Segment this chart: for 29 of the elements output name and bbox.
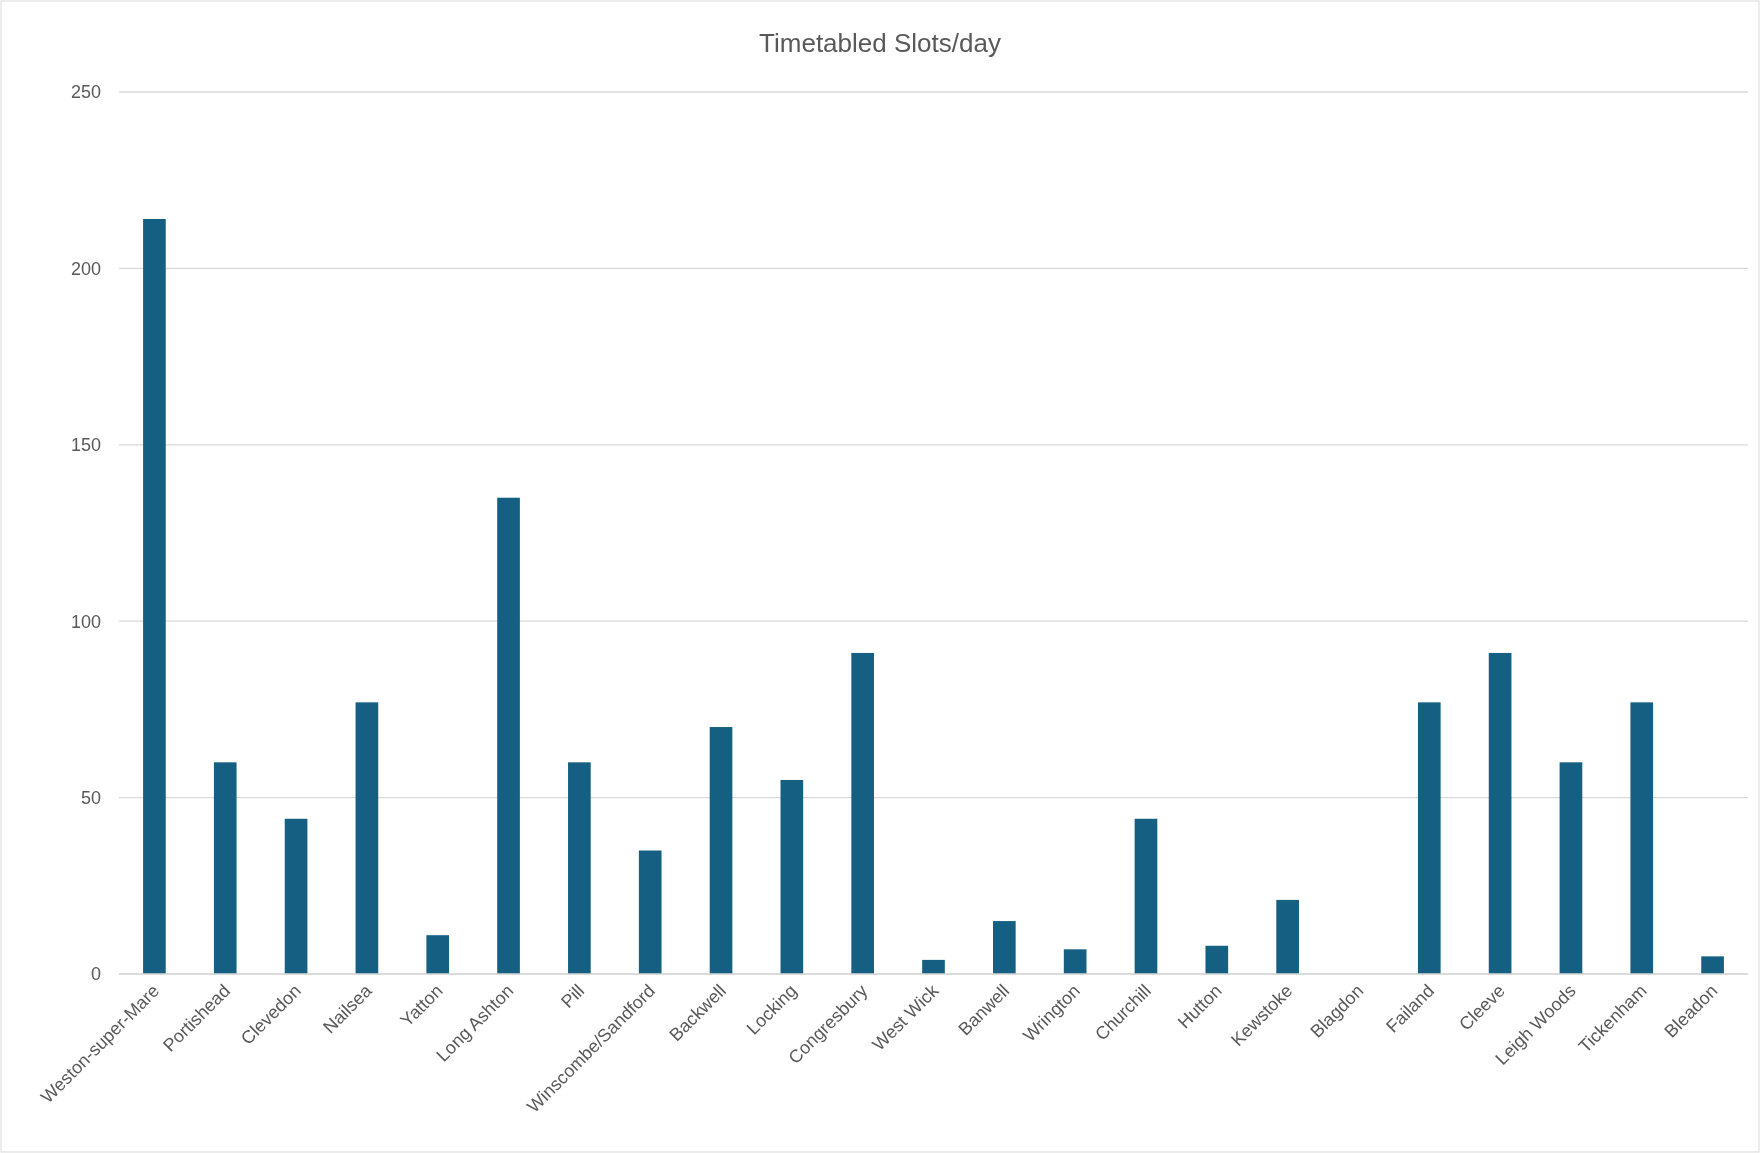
bar <box>709 727 733 974</box>
bar <box>1488 652 1512 974</box>
y-tick-label: 0 <box>90 964 101 985</box>
bar <box>638 850 662 974</box>
bar <box>143 219 166 974</box>
bar <box>568 762 591 974</box>
bar <box>1276 899 1299 974</box>
bar <box>426 935 450 974</box>
bar <box>780 779 804 974</box>
bar <box>1205 945 1229 974</box>
bar <box>1559 762 1583 974</box>
bar <box>355 702 379 974</box>
y-tick-label: 250 <box>70 82 101 103</box>
bar <box>213 762 237 974</box>
bar <box>851 652 875 974</box>
y-tick-label: 100 <box>70 611 101 632</box>
bar <box>284 818 308 974</box>
y-tick-label: 200 <box>70 258 101 279</box>
bar <box>1630 702 1654 974</box>
bar <box>1701 956 1724 974</box>
bar <box>1417 702 1441 974</box>
bar <box>497 497 520 974</box>
y-tick-label: 50 <box>80 787 101 808</box>
bar <box>1134 818 1158 974</box>
chart-title: Timetabled Slots/day <box>759 28 1001 58</box>
y-tick-label: 150 <box>70 435 101 456</box>
bar <box>922 959 945 974</box>
bar <box>1063 949 1087 974</box>
bar <box>992 921 1016 974</box>
